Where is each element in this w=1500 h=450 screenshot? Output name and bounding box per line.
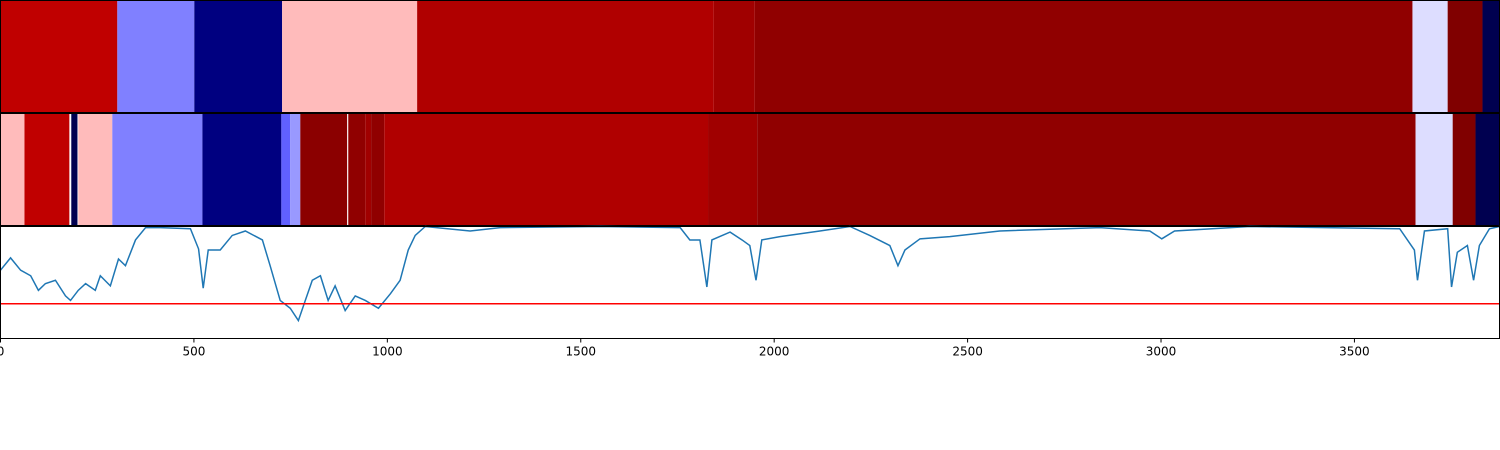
segment [202, 113, 282, 226]
segment [1475, 113, 1500, 226]
segment [117, 0, 195, 113]
x-tick-label: 1500 [565, 344, 596, 358]
segment [365, 113, 372, 226]
segment [194, 0, 283, 113]
segment [417, 0, 714, 113]
segment [1412, 0, 1448, 113]
data-line [0, 225, 1500, 323]
segment [0, 0, 118, 113]
segment [708, 113, 758, 226]
x-tick-label: 0 [0, 344, 4, 358]
segment [1482, 0, 1500, 113]
segment [384, 113, 709, 226]
segment [71, 113, 78, 226]
segment [282, 0, 418, 113]
segment [757, 113, 1416, 226]
segment [713, 0, 755, 113]
x-tick-label: 3500 [1339, 344, 1370, 358]
x-tick-label: 2500 [952, 344, 983, 358]
segment [1452, 113, 1476, 226]
segment [78, 113, 113, 226]
segment [112, 113, 203, 226]
segment [24, 113, 70, 226]
segment [754, 0, 1413, 113]
segment [348, 113, 366, 226]
x-tick-label: 3000 [1146, 344, 1177, 358]
segment [281, 113, 291, 226]
x-tick-label: 1000 [372, 344, 403, 358]
x-tick-label: 2000 [759, 344, 790, 358]
segment [300, 113, 348, 226]
segment [290, 113, 301, 226]
x-tick-label: 500 [182, 344, 205, 358]
segment [1415, 113, 1453, 226]
segment [1447, 0, 1483, 113]
segment [371, 113, 385, 226]
segment [0, 113, 25, 226]
